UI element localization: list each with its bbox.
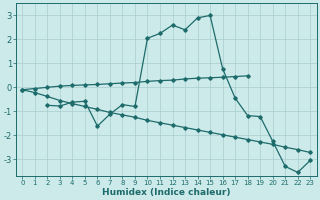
X-axis label: Humidex (Indice chaleur): Humidex (Indice chaleur) — [102, 188, 230, 197]
